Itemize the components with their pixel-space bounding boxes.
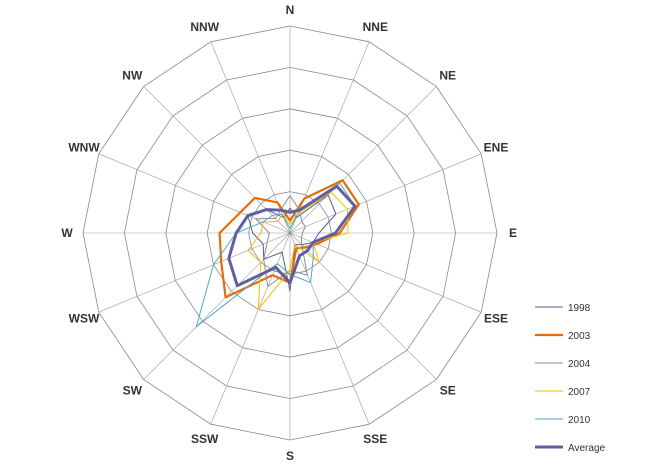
direction-label-sse: SSE xyxy=(363,432,387,446)
grid-layer xyxy=(82,25,498,441)
spoke-ese xyxy=(289,232,482,313)
direction-label-n: N xyxy=(286,3,295,17)
legend-label-2010: 2010 xyxy=(568,415,591,426)
spoke-wnw xyxy=(98,153,291,234)
direction-label-ese: ESE xyxy=(484,311,508,325)
legend-label-average: Average xyxy=(568,443,606,454)
direction-label-s: S xyxy=(286,449,294,463)
direction-label-ene: ENE xyxy=(484,141,509,155)
direction-label-sw: SW xyxy=(123,384,143,398)
direction-label-wnw: WNW xyxy=(68,141,100,155)
direction-label-ne: NE xyxy=(439,68,456,82)
spoke-sw xyxy=(143,232,291,380)
spoke-se xyxy=(289,232,437,380)
spoke-wsw xyxy=(98,232,291,313)
direction-label-nne: NNE xyxy=(363,20,388,34)
direction-label-nw: NW xyxy=(122,68,143,82)
direction-label-se: SE xyxy=(440,384,456,398)
series-layer xyxy=(195,179,360,328)
legend-label-2004: 2004 xyxy=(568,359,591,370)
direction-label-wsw: WSW xyxy=(69,311,100,325)
direction-label-ssw: SSW xyxy=(191,432,219,446)
spoke-sse xyxy=(289,232,370,425)
direction-labels: N NNE NE ENE E ESE SE SSE S SSW SW WSW W WNW NW NNW xyxy=(61,3,517,463)
direction-label-w: W xyxy=(61,226,73,240)
legend-label-2007: 2007 xyxy=(568,387,591,398)
legend: 1998 2003 2004 2007 2010 Average xyxy=(535,303,606,454)
direction-label-e: E xyxy=(509,226,517,240)
spoke-nnw xyxy=(210,41,291,234)
spoke-ene xyxy=(289,153,482,234)
legend-label-2003: 2003 xyxy=(568,331,591,342)
legend-label-1998: 1998 xyxy=(568,303,591,314)
series-line-2007 xyxy=(247,191,349,310)
spoke-ssw xyxy=(210,232,291,425)
series-line-average xyxy=(227,184,357,288)
spoke-ne xyxy=(289,86,437,234)
direction-label-nnw: NNW xyxy=(190,20,219,34)
